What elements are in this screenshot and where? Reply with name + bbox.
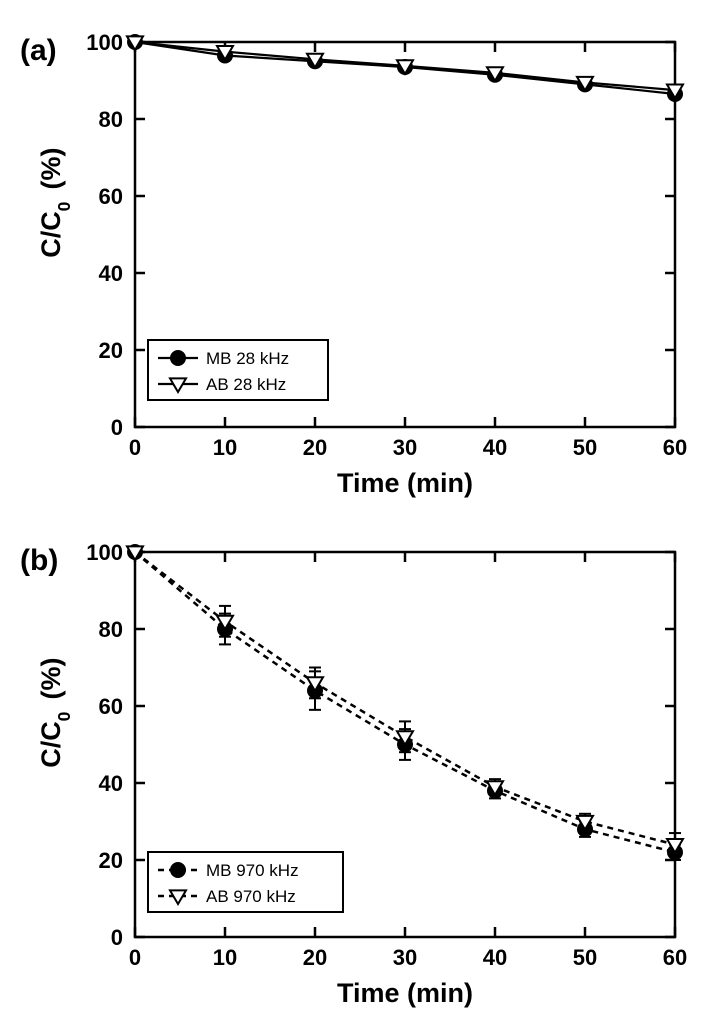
svg-text:40: 40 <box>99 261 123 286</box>
svg-text:60: 60 <box>663 945 687 970</box>
svg-text:Time (min): Time (min) <box>337 978 473 1008</box>
svg-text:AB 28 kHz: AB 28 kHz <box>206 375 286 394</box>
svg-text:50: 50 <box>573 435 597 460</box>
svg-text:0: 0 <box>54 201 74 211</box>
svg-text:C/C: C/C <box>36 721 66 768</box>
svg-text:MB 28 kHz: MB 28 kHz <box>206 349 289 368</box>
svg-text:40: 40 <box>483 435 507 460</box>
svg-text:(%): (%) <box>36 658 66 700</box>
svg-text:30: 30 <box>393 435 417 460</box>
svg-text:20: 20 <box>99 848 123 873</box>
svg-text:100: 100 <box>86 540 123 565</box>
svg-text:60: 60 <box>663 435 687 460</box>
svg-text:10: 10 <box>213 435 237 460</box>
svg-text:0: 0 <box>111 415 123 440</box>
svg-text:C/C: C/C <box>36 211 66 258</box>
svg-text:Time (min): Time (min) <box>337 468 473 498</box>
chart-a: 0102030405060020406080100Time (min)C/C0 … <box>36 30 687 498</box>
svg-text:0: 0 <box>111 925 123 950</box>
svg-text:80: 80 <box>99 107 123 132</box>
svg-text:60: 60 <box>99 184 123 209</box>
svg-text:10: 10 <box>213 945 237 970</box>
svg-text:40: 40 <box>483 945 507 970</box>
svg-text:0: 0 <box>54 711 74 721</box>
svg-text:(%): (%) <box>36 148 66 190</box>
panel-label-a: (a) <box>20 34 57 67</box>
svg-text:80: 80 <box>99 617 123 642</box>
svg-text:30: 30 <box>393 945 417 970</box>
chart-b: 0102030405060020406080100Time (min)C/C0 … <box>36 540 687 1008</box>
figure-svg: (a)0102030405060020406080100Time (min)C/… <box>0 0 726 1021</box>
svg-text:AB 970 kHz: AB 970 kHz <box>206 887 296 906</box>
svg-text:50: 50 <box>573 945 597 970</box>
svg-text:100: 100 <box>86 30 123 55</box>
panel-label-b: (b) <box>20 544 58 577</box>
svg-text:0: 0 <box>129 435 141 460</box>
svg-text:20: 20 <box>303 945 327 970</box>
svg-text:0: 0 <box>129 945 141 970</box>
svg-text:20: 20 <box>303 435 327 460</box>
svg-text:20: 20 <box>99 338 123 363</box>
svg-text:40: 40 <box>99 771 123 796</box>
svg-text:60: 60 <box>99 694 123 719</box>
svg-text:MB 970 kHz: MB 970 kHz <box>206 861 299 880</box>
